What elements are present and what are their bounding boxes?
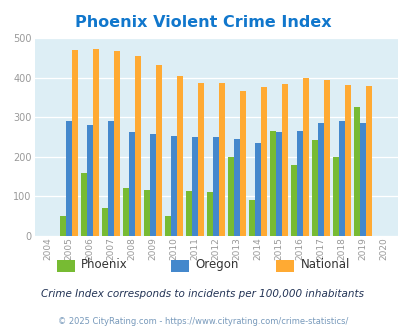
- Text: Oregon: Oregon: [194, 258, 238, 271]
- Bar: [192, 137, 198, 236]
- Bar: [323, 80, 329, 236]
- Bar: [311, 140, 318, 236]
- Bar: [354, 107, 359, 236]
- Bar: [260, 87, 266, 236]
- Bar: [359, 123, 365, 236]
- Bar: [81, 173, 87, 236]
- Bar: [281, 84, 287, 236]
- Bar: [66, 121, 72, 236]
- Text: Crime Index corresponds to incidents per 100,000 inhabitants: Crime Index corresponds to incidents per…: [41, 289, 364, 299]
- Bar: [333, 157, 339, 236]
- Bar: [239, 91, 245, 236]
- Bar: [72, 50, 78, 236]
- Bar: [234, 139, 239, 236]
- Bar: [165, 216, 171, 236]
- Bar: [108, 121, 114, 236]
- Bar: [114, 51, 120, 236]
- Bar: [318, 123, 323, 236]
- Bar: [365, 86, 371, 236]
- Bar: [150, 134, 156, 236]
- Bar: [275, 132, 281, 236]
- Bar: [339, 121, 344, 236]
- Bar: [186, 191, 192, 236]
- Bar: [198, 83, 203, 236]
- Bar: [156, 65, 162, 236]
- Bar: [87, 125, 93, 236]
- Bar: [213, 137, 219, 236]
- Text: Phoenix Violent Crime Index: Phoenix Violent Crime Index: [75, 15, 330, 30]
- Bar: [219, 83, 224, 236]
- Text: © 2025 CityRating.com - https://www.cityrating.com/crime-statistics/: © 2025 CityRating.com - https://www.city…: [58, 317, 347, 326]
- Bar: [270, 131, 275, 236]
- Bar: [207, 192, 213, 236]
- Bar: [228, 157, 234, 236]
- Bar: [344, 85, 350, 236]
- Bar: [93, 49, 99, 236]
- Bar: [135, 56, 141, 236]
- Bar: [249, 200, 255, 236]
- Bar: [123, 188, 129, 236]
- Bar: [291, 165, 296, 236]
- Bar: [255, 143, 260, 236]
- Bar: [296, 131, 303, 236]
- Bar: [102, 208, 108, 236]
- Bar: [129, 132, 135, 236]
- Bar: [171, 136, 177, 236]
- Bar: [303, 78, 308, 236]
- Bar: [60, 216, 66, 236]
- Bar: [144, 190, 150, 236]
- Text: National: National: [300, 258, 349, 271]
- Text: Phoenix: Phoenix: [81, 258, 128, 271]
- Bar: [177, 76, 183, 236]
